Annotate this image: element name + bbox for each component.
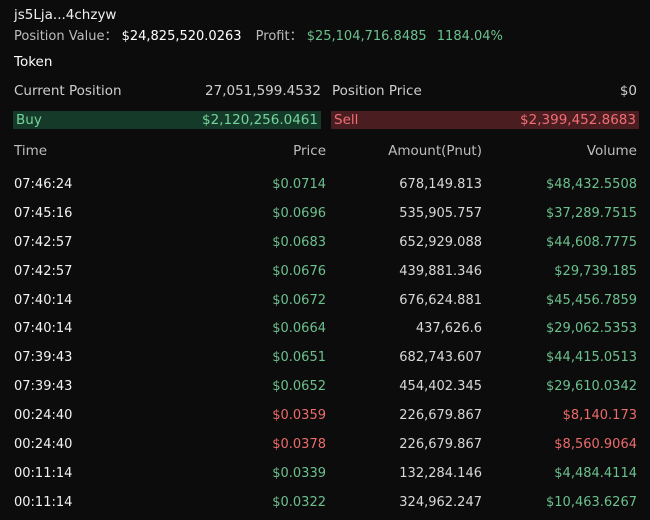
cell-volume: $29,739.185	[554, 263, 637, 279]
header-time: Time	[14, 143, 48, 159]
table-row[interactable]: 00:11:14 $0.0339 132,284.146 $4,484.4114	[14, 461, 637, 490]
profit-percent: 1184.04%	[436, 29, 503, 44]
table-row[interactable]: 07:40:14 $0.0664 437,626.6 $29,062.5353	[14, 316, 637, 345]
cell-price: $0.0651	[272, 350, 326, 366]
sell-label: Sell	[334, 112, 359, 128]
cell-amount: 226,679.867	[399, 408, 482, 424]
cell-volume: $44,608.7775	[546, 234, 637, 250]
header-amount: Amount(Pnut)	[388, 143, 482, 159]
cell-price: $0.0714	[272, 177, 326, 192]
position-value-label: Position Value：	[14, 29, 118, 44]
cell-amount: 454,402.345	[399, 379, 482, 395]
table-row[interactable]: 07:45:16 $0.0696 535,905.757 $37,289.7515	[14, 201, 637, 230]
table-row[interactable]: 00:24:40 $0.0378 226,679.867 $8,560.9064	[14, 432, 637, 461]
cell-time: 00:24:40	[14, 408, 73, 424]
cell-price: $0.0322	[272, 494, 326, 510]
position-summary: Position Value： $24,825,520.0263 Profit：…	[14, 25, 503, 44]
cell-amount: 439,881.346	[399, 263, 482, 279]
trades-table: Time Price Amount(Pnut) Volume 07:46:24 $…	[14, 142, 637, 519]
cell-time: 07:42:57	[14, 234, 73, 250]
table-row[interactable]: 00:11:14 $0.0322 324,962.247 $10,463.6267	[14, 490, 637, 519]
table-body: 07:46:24 $0.0714 678,149.813 $48,432.5508 07…	[14, 172, 637, 519]
cell-amount: 652,929.088	[399, 234, 482, 250]
profit-label: Profit：	[255, 29, 303, 44]
profit-value: $25,104,716.8485	[306, 29, 427, 44]
cell-amount: 682,743.607	[399, 350, 482, 366]
header-volume: Volume	[586, 143, 637, 159]
cell-amount: 678,149.813	[399, 177, 482, 192]
cell-time: 07:42:57	[14, 263, 73, 279]
table-row[interactable]: 07:40:14 $0.0672 676,624.881 $45,456.7859	[14, 288, 637, 317]
sell-summary-bar: Sell $2,399,452.8683	[331, 111, 639, 129]
cell-price: $0.0676	[272, 263, 326, 279]
cell-time: 07:40:14	[14, 292, 73, 308]
cell-price: $0.0339	[272, 465, 326, 481]
cell-amount: 676,624.881	[399, 292, 482, 308]
cell-volume: $48,432.5508	[546, 177, 637, 192]
table-row[interactable]: 07:39:43 $0.0652 454,402.345 $29,610.0342	[14, 374, 637, 403]
cell-time: 07:40:14	[14, 321, 73, 337]
table-row[interactable]: 00:24:40 $0.0359 226,679.867 $8,140.173	[14, 403, 637, 432]
buy-total-value: $2,120,256.0461	[202, 112, 318, 128]
cell-volume: $8,560.9064	[554, 437, 637, 453]
cell-time: 07:39:43	[14, 379, 73, 395]
token-label: Token	[14, 54, 53, 70]
cell-price: $0.0672	[272, 292, 326, 308]
cell-price: $0.0359	[272, 408, 326, 424]
cell-volume: $10,463.6267	[546, 494, 637, 510]
table-row[interactable]: 07:42:57 $0.0683 652,929.088 $44,608.7775	[14, 230, 637, 259]
current-position-value: 27,051,599.4532	[205, 83, 321, 99]
cell-time: 07:46:24	[14, 177, 73, 192]
cell-volume: $44,415.0513	[546, 350, 637, 366]
cell-time: 00:24:40	[14, 437, 73, 453]
wallet-address[interactable]: js5Lja...4chzyw	[14, 7, 117, 23]
buy-label: Buy	[16, 112, 42, 128]
cell-time: 07:45:16	[14, 205, 73, 221]
cell-volume: $45,456.7859	[546, 292, 637, 308]
current-position-label: Current Position	[14, 83, 122, 99]
cell-amount: 324,962.247	[399, 494, 482, 510]
position-price-value: $0	[619, 83, 637, 99]
table-row[interactable]: 07:42:57 $0.0676 439,881.346 $29,739.185	[14, 259, 637, 288]
table-header: Time Price Amount(Pnut) Volume	[14, 142, 637, 172]
cell-time: 00:11:14	[14, 465, 73, 481]
cell-volume: $29,610.0342	[546, 379, 637, 395]
cell-amount: 437,626.6	[415, 321, 482, 337]
cell-time: 07:39:43	[14, 350, 73, 366]
table-row[interactable]: 07:46:24 $0.0714 678,149.813 $48,432.5508	[14, 172, 637, 201]
table-row[interactable]: 07:39:43 $0.0651 682,743.607 $44,415.0513	[14, 345, 637, 374]
position-price-label: Position Price	[332, 83, 422, 99]
cell-price: $0.0683	[272, 234, 326, 250]
cell-price: $0.0652	[272, 379, 326, 395]
header-price: Price	[293, 143, 326, 159]
cell-price: $0.0696	[272, 205, 326, 221]
cell-volume: $4,484.4114	[554, 465, 637, 481]
cell-price: $0.0378	[272, 437, 326, 453]
cell-amount: 132,284.146	[399, 465, 482, 481]
cell-amount: 226,679.867	[399, 437, 482, 453]
cell-volume: $29,062.5353	[546, 321, 637, 337]
cell-amount: 535,905.757	[399, 205, 482, 221]
cell-volume: $8,140.173	[562, 408, 637, 424]
buy-summary-bar: Buy $2,120,256.0461	[13, 111, 321, 129]
position-value: $24,825,520.0263	[121, 29, 242, 44]
cell-volume: $37,289.7515	[546, 205, 637, 221]
sell-total-value: $2,399,452.8683	[520, 112, 636, 128]
cell-price: $0.0664	[272, 321, 326, 337]
cell-time: 00:11:14	[14, 494, 73, 510]
